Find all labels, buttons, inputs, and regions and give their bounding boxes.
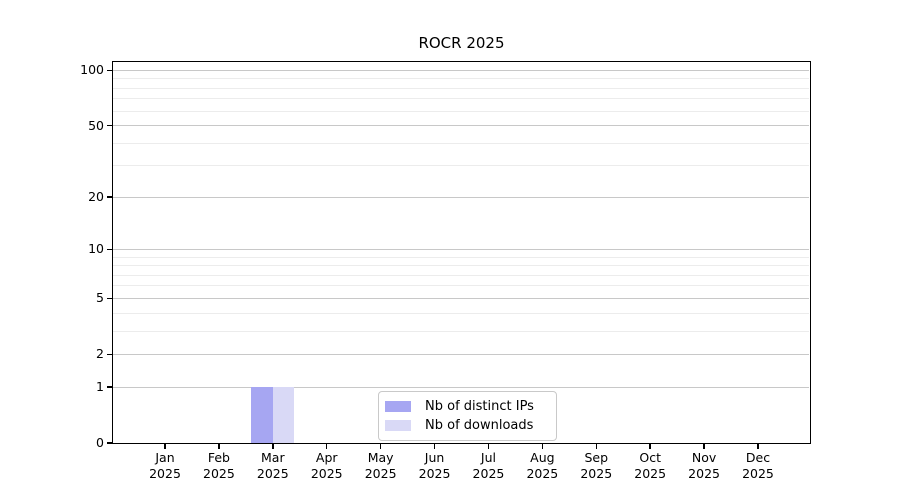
bar-nb-of-distinct-ips — [251, 387, 273, 443]
major-gridline — [113, 196, 809, 198]
x-axis-tick — [433, 444, 436, 449]
y-axis-tick-label: 50 — [88, 117, 104, 133]
y-axis-tick — [107, 386, 112, 388]
minor-gridline — [113, 312, 809, 314]
x-axis-tick — [379, 444, 382, 449]
x-axis-tick-label: Aug 2025 — [526, 450, 559, 481]
y-axis-tick — [107, 297, 112, 299]
minor-gridline — [113, 78, 809, 80]
y-axis-tick — [107, 248, 112, 251]
minor-gridline — [113, 265, 809, 267]
y-axis-tick-label: 10 — [88, 241, 104, 257]
legend-label: Nb of downloads — [425, 418, 534, 433]
y-axis-tick — [107, 196, 112, 198]
minor-gridline — [113, 256, 809, 258]
major-gridline — [113, 248, 809, 250]
y-axis-tick — [107, 353, 112, 355]
x-axis-tick — [487, 444, 490, 449]
minor-gridline — [113, 87, 809, 89]
y-axis-tick-label: 1 — [96, 379, 104, 395]
major-gridline — [113, 353, 809, 355]
y-axis-tick — [107, 442, 112, 444]
chart-legend: Nb of distinct IPs Nb of downloads — [378, 391, 557, 441]
x-axis-tick-label: Dec 2025 — [742, 450, 774, 481]
minor-gridline — [113, 285, 809, 287]
x-axis-tick-label: Jul 2025 — [472, 450, 505, 481]
x-axis-tick-label: Apr 2025 — [310, 450, 343, 481]
x-axis-tick-label: Sep 2025 — [580, 450, 613, 481]
y-axis-tick-label: 2 — [96, 346, 104, 362]
y-axis-tick — [107, 124, 112, 127]
x-axis-tick-label: Nov 2025 — [688, 450, 720, 481]
x-axis-tick-label: Mar 2025 — [256, 450, 289, 481]
chart-title: ROCR 2025 — [418, 34, 505, 52]
y-axis-tick — [107, 69, 112, 72]
minor-gridline — [113, 165, 809, 167]
legend-label: Nb of distinct IPs — [425, 399, 534, 414]
legend-swatch — [385, 401, 411, 412]
x-axis-tick — [757, 444, 759, 449]
x-axis-tick — [703, 444, 705, 449]
x-axis-tick — [595, 444, 597, 449]
x-axis-tick-label: May 2025 — [364, 450, 397, 481]
legend-item: Nb of downloads — [385, 416, 548, 435]
minor-gridline — [113, 274, 809, 276]
minor-gridline — [113, 110, 809, 112]
legend-swatch — [385, 420, 411, 431]
x-axis-tick — [326, 444, 328, 449]
x-axis-tick-label: Feb 2025 — [203, 450, 235, 481]
y-axis-tick-label: 0 — [96, 435, 104, 450]
x-axis-tick — [164, 444, 166, 449]
x-axis-tick — [649, 444, 651, 449]
x-axis-tick-label: Jan 2025 — [149, 450, 181, 481]
major-gridline — [113, 69, 809, 71]
minor-gridline — [113, 142, 809, 144]
minor-gridline — [113, 330, 809, 332]
major-gridline — [113, 125, 809, 127]
major-gridline — [113, 297, 809, 299]
x-axis-tick — [272, 444, 274, 449]
y-axis-tick-label: 20 — [88, 189, 104, 205]
x-axis-tick — [218, 444, 220, 449]
x-axis-tick-label: Oct 2025 — [634, 450, 667, 481]
x-axis-tick — [541, 444, 544, 449]
x-axis-tick-label: Jun 2025 — [418, 450, 451, 481]
minor-gridline — [113, 98, 809, 100]
y-axis-tick-label: 5 — [96, 290, 104, 306]
y-axis-tick-label: 100 — [80, 62, 104, 78]
major-gridline — [113, 386, 809, 388]
legend-item: Nb of distinct IPs — [385, 397, 548, 416]
bar-nb-of-downloads — [272, 387, 295, 443]
